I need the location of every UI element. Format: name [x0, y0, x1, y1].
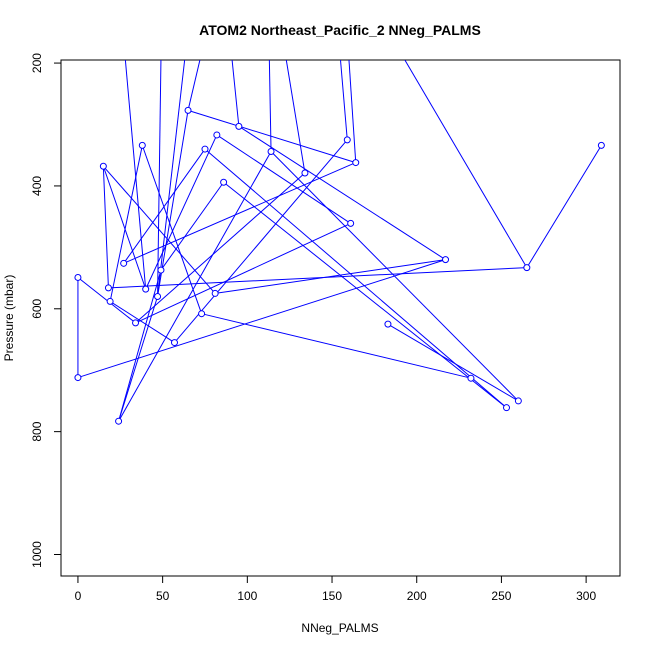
series-segment: [348, 60, 357, 163]
x-tick-label: 200: [407, 589, 427, 603]
y-tick-label: 200: [30, 53, 44, 73]
x-tick-label: 250: [491, 589, 511, 603]
series-segment: [124, 60, 147, 290]
series-segment: [526, 145, 602, 268]
data-point: [157, 266, 165, 274]
data-point: [99, 162, 107, 170]
series-segment: [268, 60, 272, 152]
data-point: [115, 417, 123, 425]
series-segment: [231, 60, 240, 127]
data-point: [352, 159, 360, 167]
series-segment: [270, 151, 519, 402]
series-lines: [77, 60, 602, 422]
data-point: [106, 297, 114, 305]
data-point: [201, 145, 209, 153]
series-segment: [215, 259, 446, 294]
data-point: [154, 293, 162, 300]
series-segment: [160, 181, 225, 271]
y-tick-label: 600: [30, 298, 44, 318]
data-point: [120, 259, 128, 267]
series-segment: [109, 300, 175, 343]
series-segment: [123, 148, 206, 264]
data-point: [442, 256, 450, 264]
y-tick-label: 400: [30, 176, 44, 196]
series-segment: [102, 166, 147, 290]
series-segment: [238, 125, 446, 261]
data-point: [267, 148, 275, 156]
plot-frame: [60, 59, 621, 577]
series-segment: [135, 222, 351, 324]
series-segment: [157, 110, 189, 297]
series-markers: [74, 106, 605, 425]
data-point: [142, 285, 150, 293]
x-tick-label: 0: [75, 589, 82, 603]
series-segment: [102, 166, 109, 288]
series-segment: [157, 60, 186, 297]
x-tick-label: 300: [576, 589, 596, 603]
series-segment: [340, 60, 348, 140]
series-segment: [141, 145, 203, 314]
data-point: [301, 169, 309, 177]
data-point: [74, 374, 82, 382]
series-segment: [109, 145, 143, 302]
data-point: [235, 122, 243, 130]
data-point: [467, 374, 475, 382]
data-point: [170, 339, 178, 347]
y-axis: 200 400 600 800 1000: [30, 53, 62, 568]
chart-title: ATOM2 Northeast_Pacific_2 NNeg_PALMS: [199, 22, 481, 38]
series-segment: [135, 172, 306, 324]
data-point: [74, 273, 82, 281]
series-segment: [102, 165, 216, 294]
data-point: [104, 284, 112, 292]
x-axis-label: NNeg_PALMS: [301, 621, 378, 635]
x-axis: 0 50 100 150 200 250 300: [75, 575, 596, 603]
plot-area: [74, 60, 605, 425]
data-point: [523, 264, 531, 272]
series-segment: [216, 134, 351, 224]
data-point: [597, 141, 605, 149]
data-point: [514, 397, 522, 405]
data-point: [503, 404, 511, 412]
series-segment: [201, 313, 472, 379]
data-point: [132, 319, 140, 327]
data-point: [343, 136, 351, 144]
series-segment: [118, 269, 162, 422]
x-tick-label: 100: [237, 589, 257, 603]
x-tick-label: 50: [156, 589, 170, 603]
series-segment: [123, 162, 356, 264]
series-segment: [223, 181, 507, 409]
series-segment: [174, 139, 348, 343]
data-point: [347, 219, 355, 227]
series-segment: [404, 60, 528, 268]
x-tick-label: 150: [322, 589, 342, 603]
series-segment: [118, 151, 272, 422]
series-segment: [187, 60, 201, 111]
data-point: [384, 320, 392, 328]
y-tick-label: 1000: [30, 541, 44, 568]
y-tick-label: 800: [30, 421, 44, 441]
data-point: [138, 141, 146, 149]
series-segment: [118, 296, 159, 422]
data-point: [198, 310, 206, 318]
data-point: [220, 178, 228, 186]
data-point: [184, 106, 192, 114]
series-segment: [387, 323, 519, 402]
series-segment: [108, 267, 527, 289]
data-point: [213, 131, 221, 139]
series-segment: [77, 259, 446, 379]
series-segment: [285, 60, 306, 174]
series-segment: [204, 148, 507, 409]
series-segment: [157, 60, 162, 297]
series-segment: [187, 109, 356, 164]
series-segment: [77, 277, 136, 324]
y-axis-label: Pressure (mbar): [2, 275, 16, 362]
data-point: [211, 289, 219, 297]
